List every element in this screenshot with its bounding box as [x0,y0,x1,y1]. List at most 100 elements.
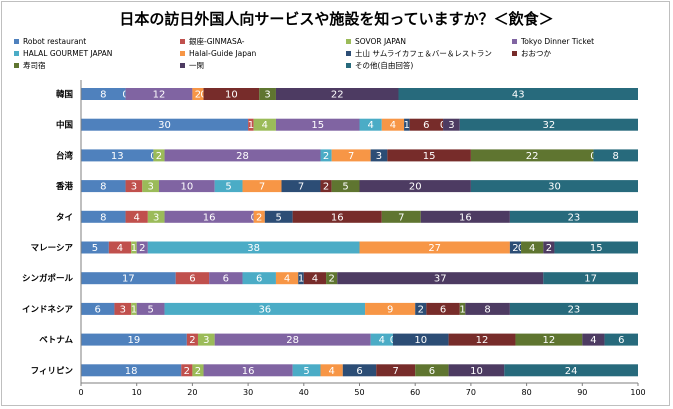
bar-segment [181,364,193,377]
bar-segment [459,118,638,131]
legend-item: 銀座-GINMASA- [180,36,245,46]
legend-swatch [346,63,351,68]
bar-segment [81,210,126,223]
bar-segment [197,333,215,346]
bar-segment [370,333,393,346]
bar-segment [275,88,399,100]
bar-segment [359,241,510,254]
data-label: 8 [484,304,490,315]
data-label: 12 [153,90,166,101]
data-label: 22 [526,151,539,162]
bar-segment [81,241,109,254]
data-label: 7 [393,366,399,377]
legend-item: 一閑 [180,61,204,70]
data-label: 4 [379,335,385,346]
data-label: 6 [356,366,362,377]
data-label: 27 [428,243,441,254]
data-label: 1 [131,304,137,315]
data-label: 17 [122,274,135,285]
data-label: 7 [348,151,354,162]
bar-segment [543,272,638,285]
bar-segment [108,241,132,254]
bar-segment [359,180,471,193]
data-label: 3 [448,120,454,131]
data-label: 3 [120,304,126,315]
bar-segment [253,210,265,223]
data-label: 2 [418,304,424,315]
data-label: 1 [131,243,137,254]
x-tick-label: 20 [187,388,197,397]
bar-segment [465,302,510,315]
data-label: 5 [276,212,282,223]
data-label: 3 [376,151,382,162]
data-label: 4 [390,120,396,131]
x-tick-label: 10 [132,388,142,397]
bar-segment [192,88,204,100]
legend-item: Robot restaurant [14,37,86,46]
plot-area: 8012201032243301415441603321302282731522… [81,88,638,377]
x-axis: 0 10 20 30 40 50 60 70 80 90 100 [78,80,646,397]
bar-segment [164,302,366,315]
category-label: ベトナム [39,336,73,346]
bar-segment [131,241,137,254]
bar-segment [593,149,638,162]
data-label: 3 [203,335,209,346]
data-label: 16 [242,366,255,377]
legend-label: その他(自由回答) [355,60,413,70]
data-label: 15 [311,120,324,131]
data-label: 30 [158,120,171,131]
x-tick-label: 80 [522,388,532,397]
bar-segment [331,149,371,162]
legend-item: Halal-Guide Japan [180,49,257,58]
data-label: 15 [423,151,436,162]
legend-label: おおつか [521,49,551,58]
data-label: 18 [125,366,138,377]
data-label: 16 [459,212,472,223]
legend-item: おおつか [512,49,551,58]
bar-segment [409,118,444,131]
bar-segment [448,333,516,346]
bar-segment [125,88,193,100]
data-label: 16 [331,212,344,223]
bar-segment [298,272,304,285]
bar-segment [275,272,299,285]
bar-segment [303,272,327,285]
bar-segment [365,302,416,315]
bar-segment [164,210,254,223]
bar-segment [136,302,165,315]
data-label: 30 [548,182,561,193]
bar-segment [470,180,638,193]
data-label: 8 [100,182,106,193]
data-label: 10 [414,335,427,346]
data-label: 28 [286,335,299,346]
bar-segment [426,302,460,315]
data-label: 4 [134,212,140,223]
legend-item: その他(自由回答) [346,60,413,70]
data-label: 6 [618,335,624,346]
data-label: 28 [236,151,249,162]
bar-segment [81,88,126,100]
bar-segment [459,302,466,315]
data-label: 2 [139,243,145,254]
data-label: 4 [367,120,373,131]
bar-segment [370,149,388,162]
data-label: 8 [100,212,106,223]
data-label: 2 [156,151,162,162]
data-label: 36 [258,304,271,315]
bar-segment [326,272,338,285]
bar-segment [509,210,638,223]
bar-segment [147,210,165,223]
data-label: 5 [92,243,98,254]
legend-label: 寿司宿 [23,60,46,70]
bar-segment [136,241,148,254]
bar-segment [543,241,555,254]
data-label: 38 [247,243,260,254]
bar-segment [142,180,159,193]
data-label: 2 [328,274,334,285]
bar-segment [398,88,638,100]
bar-segment [320,149,332,162]
data-label: 24 [565,366,578,377]
bar-segment [404,118,410,131]
legend-item: Tokyo Dinner Ticket [512,37,594,46]
